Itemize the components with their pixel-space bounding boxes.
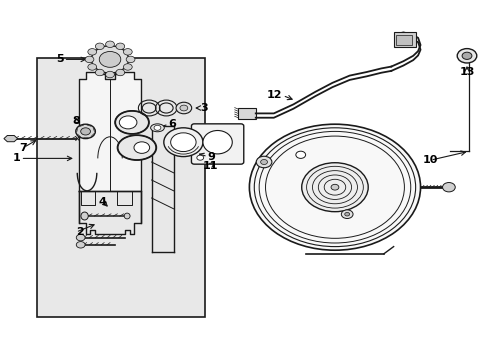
Circle shape xyxy=(461,52,471,59)
Circle shape xyxy=(116,43,124,50)
Circle shape xyxy=(76,124,95,139)
Circle shape xyxy=(163,128,203,157)
Circle shape xyxy=(442,183,454,192)
Circle shape xyxy=(126,56,135,63)
Bar xyxy=(395,35,411,45)
Circle shape xyxy=(134,142,149,153)
Circle shape xyxy=(76,234,85,241)
Circle shape xyxy=(76,242,85,248)
Polygon shape xyxy=(4,135,18,142)
Text: 2: 2 xyxy=(76,227,83,237)
Circle shape xyxy=(123,64,132,70)
Circle shape xyxy=(99,51,121,67)
Text: 11: 11 xyxy=(202,161,218,171)
Bar xyxy=(238,108,255,119)
Circle shape xyxy=(95,43,104,50)
Circle shape xyxy=(119,116,137,129)
Circle shape xyxy=(88,49,97,55)
Text: 5: 5 xyxy=(56,54,63,64)
Circle shape xyxy=(196,155,203,160)
Circle shape xyxy=(116,69,124,76)
Circle shape xyxy=(91,46,128,73)
Text: 3: 3 xyxy=(200,103,208,113)
Circle shape xyxy=(330,184,338,190)
Circle shape xyxy=(456,49,476,63)
Circle shape xyxy=(85,56,94,63)
Circle shape xyxy=(176,102,191,114)
Circle shape xyxy=(154,125,161,130)
Bar xyxy=(393,32,415,47)
FancyBboxPatch shape xyxy=(191,124,243,164)
Circle shape xyxy=(105,71,114,78)
Text: 1: 1 xyxy=(13,153,20,163)
Text: 13: 13 xyxy=(458,67,474,77)
Text: 9: 9 xyxy=(207,152,215,162)
Circle shape xyxy=(341,210,352,219)
Ellipse shape xyxy=(115,111,149,134)
Text: 4: 4 xyxy=(99,197,106,207)
Circle shape xyxy=(295,151,305,158)
Circle shape xyxy=(123,49,132,55)
Text: 12: 12 xyxy=(266,90,282,100)
Circle shape xyxy=(180,105,187,111)
Circle shape xyxy=(105,41,114,48)
Bar xyxy=(120,124,146,139)
Circle shape xyxy=(301,163,367,212)
Circle shape xyxy=(88,64,97,70)
Ellipse shape xyxy=(117,135,156,160)
Text: 6: 6 xyxy=(168,119,176,129)
Circle shape xyxy=(170,133,196,152)
Text: 10: 10 xyxy=(422,155,437,165)
Circle shape xyxy=(260,159,267,165)
Ellipse shape xyxy=(124,213,130,219)
Circle shape xyxy=(249,124,420,250)
Circle shape xyxy=(81,128,90,135)
Text: 8: 8 xyxy=(72,116,80,126)
Polygon shape xyxy=(79,72,141,191)
Circle shape xyxy=(344,212,349,216)
Ellipse shape xyxy=(150,124,164,132)
Bar xyxy=(37,58,205,317)
Ellipse shape xyxy=(81,212,88,220)
Circle shape xyxy=(256,156,271,168)
Circle shape xyxy=(95,69,104,76)
Ellipse shape xyxy=(203,131,232,154)
Text: 7: 7 xyxy=(20,143,27,153)
